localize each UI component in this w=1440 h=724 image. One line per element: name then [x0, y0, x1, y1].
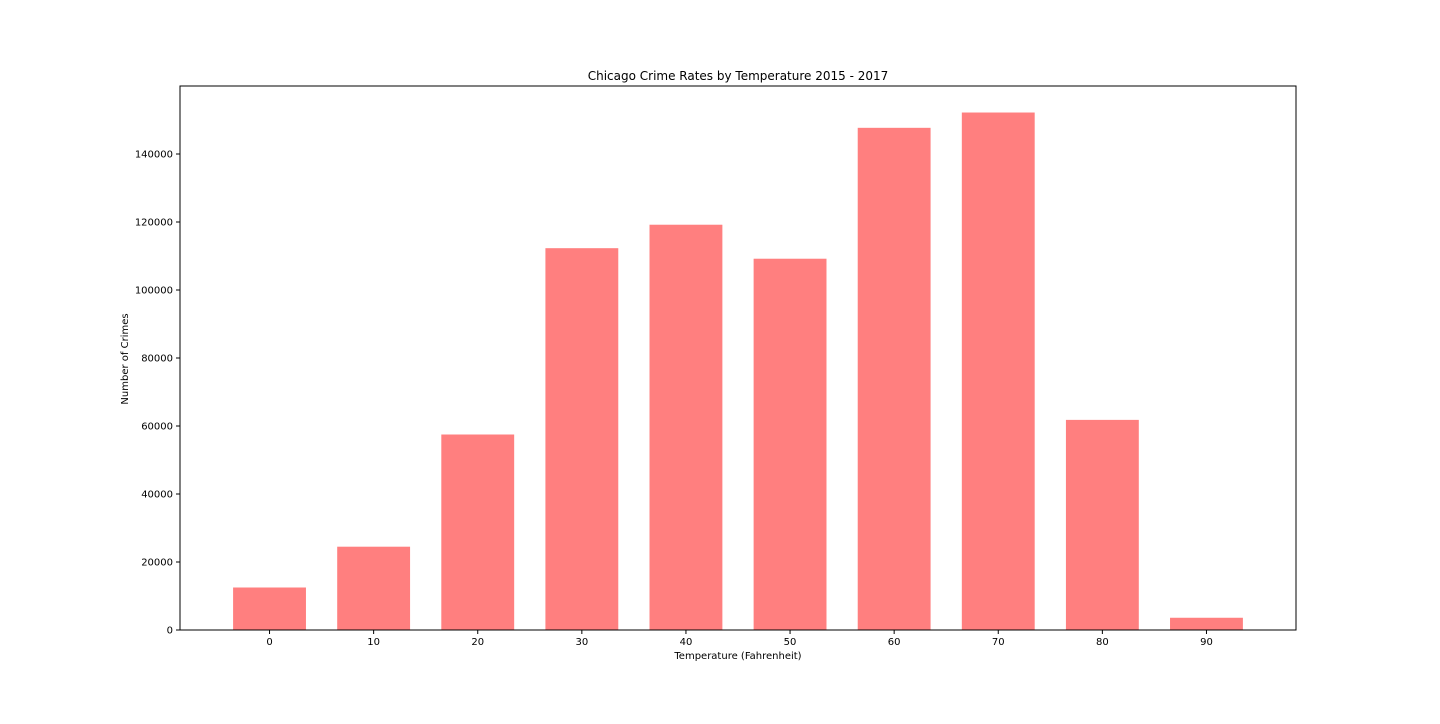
plot-frame: [179, 85, 1297, 631]
x-tick-label: 0: [266, 637, 272, 648]
y-tick-label: 20000: [141, 558, 173, 569]
x-tick-label: 70: [992, 637, 1005, 648]
x-tick-label: 10: [367, 637, 380, 648]
bar-10: [337, 546, 411, 630]
y-tick-label: 60000: [141, 422, 173, 433]
x-tick-label: 40: [680, 637, 693, 648]
bar-20: [441, 434, 515, 630]
x-tick-label: 50: [784, 637, 797, 648]
chart-title: Chicago Crime Rates by Temperature 2015 …: [588, 69, 889, 83]
y-axis-label: Number of Crimes: [120, 313, 131, 404]
x-tick-label: 80: [1096, 637, 1109, 648]
bar-30: [545, 248, 619, 630]
y-tick-label: 100000: [135, 286, 173, 297]
y-tick-label: 120000: [135, 218, 173, 229]
y-tick-label: 80000: [141, 354, 173, 365]
bars-group: [233, 112, 1243, 630]
bar-50: [753, 258, 827, 630]
y-tick-label: 140000: [135, 150, 173, 161]
bar-70: [961, 112, 1035, 630]
x-tick-label: 60: [888, 637, 901, 648]
x-axis-ticks: 0 10 20 30 40 50 60 70 80 90: [266, 630, 1213, 648]
bar-80: [1065, 419, 1139, 630]
y-tick-label: 0: [167, 626, 173, 637]
x-tick-label: 30: [575, 637, 588, 648]
y-tick-label: 40000: [141, 490, 173, 501]
bar-90: [1170, 617, 1243, 630]
y-axis-ticks: 0 20000 40000 60000 80000 100000 120000 140000: [135, 150, 180, 637]
x-axis-label: Temperature (Fahrenheit): [673, 651, 801, 662]
x-tick-label: 90: [1200, 637, 1213, 648]
bar-60: [857, 127, 931, 630]
bar-0: [233, 587, 306, 630]
x-tick-label: 20: [471, 637, 484, 648]
bar-40: [649, 224, 723, 630]
